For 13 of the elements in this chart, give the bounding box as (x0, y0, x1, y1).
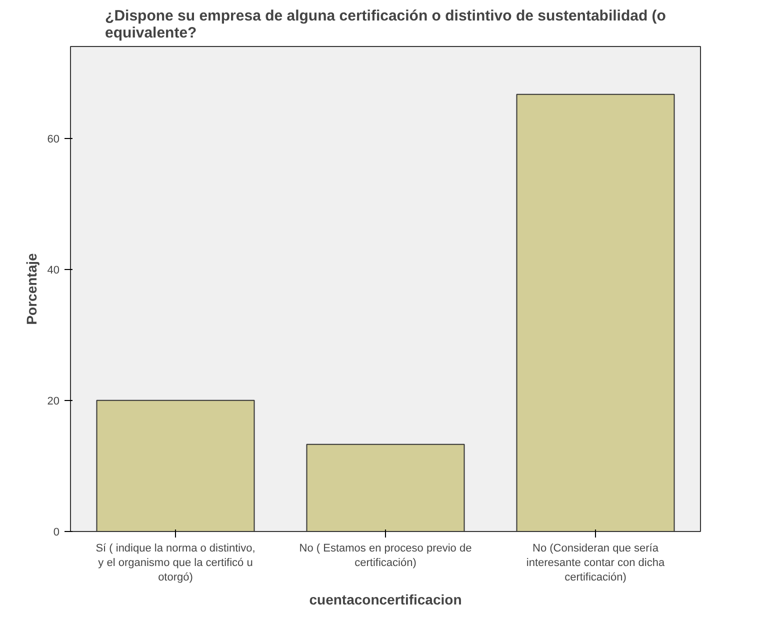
bar (516, 94, 675, 532)
y-tick-label: 20 (47, 395, 60, 408)
x-tick-label: No (Consideran que sería interesante contar con dicha certificación) (526, 542, 666, 584)
y-axis-title: Porcentaje (23, 252, 40, 325)
x-axis-title: cuentaconcertificacion (309, 591, 462, 608)
chart-title: ¿Dispone su empresa de alguna certificación o distintivo de sustentabilidad (o equivalente? (105, 8, 666, 42)
bar (96, 400, 255, 532)
x-tick-label: Sí ( indique la norma o distintivo, y el organismo que la certificó u otorgó) (96, 542, 256, 584)
bar (306, 444, 465, 532)
x-tick-label: No ( Estamos en proceso previo de certificación) (299, 542, 472, 569)
y-tick-label: 40 (47, 264, 60, 276)
y-tick-label: 0 (53, 526, 60, 538)
y-tick-label: 60 (47, 133, 60, 146)
